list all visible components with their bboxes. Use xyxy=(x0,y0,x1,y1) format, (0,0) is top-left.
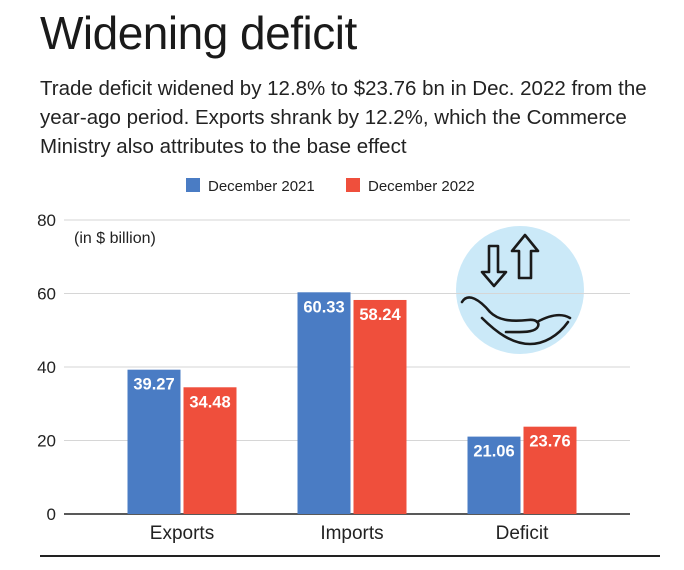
legend-label: December 2021 xyxy=(208,178,315,195)
data-label: 21.06 xyxy=(473,443,514,461)
bar xyxy=(353,299,407,514)
y-tick-label: 80 xyxy=(37,211,56,230)
bar xyxy=(523,426,577,514)
legend-swatch xyxy=(186,178,200,192)
y-tick-label: 0 xyxy=(47,505,56,524)
data-label: 39.27 xyxy=(133,376,174,394)
legend-label: December 2022 xyxy=(368,178,475,195)
unit-note: (in $ billion) xyxy=(74,230,156,247)
hand-with-up-down-arrows-icon xyxy=(456,226,584,354)
bar xyxy=(467,436,521,514)
data-label: 23.76 xyxy=(529,433,570,451)
x-tick-label: Exports xyxy=(150,523,214,544)
data-label: 60.33 xyxy=(303,298,344,316)
x-tick-label: Deficit xyxy=(496,523,550,544)
x-tick-label: Imports xyxy=(320,523,383,544)
y-tick-label: 40 xyxy=(37,358,56,377)
data-label: 34.48 xyxy=(189,393,230,411)
y-tick-label: 20 xyxy=(37,432,56,451)
bottom-rule xyxy=(40,555,660,557)
bar xyxy=(297,292,351,514)
chart-title: Widening deficit xyxy=(40,7,357,59)
legend-swatch xyxy=(346,178,360,192)
bar xyxy=(127,369,181,514)
y-tick-label: 60 xyxy=(37,285,56,304)
data-label: 58.24 xyxy=(359,306,401,324)
bar xyxy=(183,387,237,514)
chart-subtitle: Trade deficit widened by 12.8% to $23.76… xyxy=(40,77,647,158)
